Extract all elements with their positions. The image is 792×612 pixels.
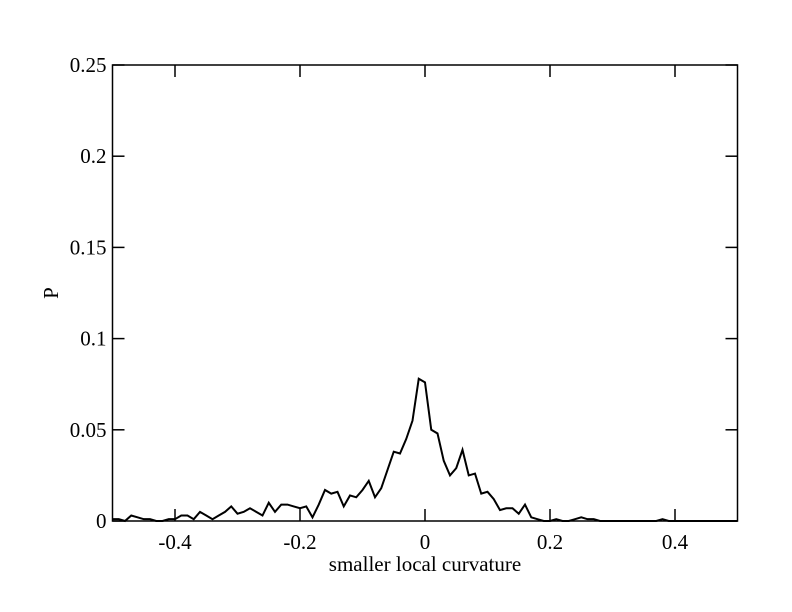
x-tick-label: 0.4 — [662, 530, 689, 554]
y-tick-label: 0.25 — [70, 53, 107, 77]
x-tick-label: -0.2 — [283, 530, 316, 554]
data-line — [112, 377, 738, 523]
x-tick-label: 0 — [420, 530, 431, 554]
plot-frame — [111, 64, 739, 522]
y-tick-label: 0 — [96, 509, 107, 533]
y-tick-label: 0.05 — [70, 418, 107, 442]
y-tick-label: 0.1 — [80, 327, 106, 351]
x-tick-label: -0.4 — [158, 530, 192, 554]
x-axis-label: smaller local curvature — [329, 552, 521, 576]
y-tick-label: 0.15 — [70, 235, 107, 259]
y-axis-label: P — [39, 287, 63, 299]
y-tick-label: 0.2 — [80, 144, 106, 168]
x-tick-label: 0.2 — [537, 530, 563, 554]
